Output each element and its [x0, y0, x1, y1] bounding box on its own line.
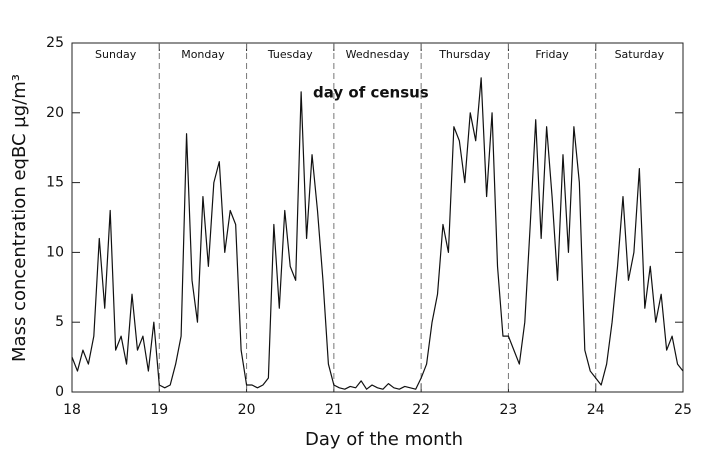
x-tick-label: 20	[238, 402, 256, 418]
day-label: Saturday	[615, 48, 665, 61]
x-tick-label: 25	[674, 402, 692, 418]
x-tick-label: 22	[412, 402, 430, 418]
day-label: Tuesday	[267, 48, 313, 61]
y-tick-label: 10	[46, 244, 64, 260]
day-label: Sunday	[95, 48, 137, 61]
y-tick-label: 0	[55, 384, 64, 400]
day-label: Thursday	[438, 48, 491, 61]
data-line	[71, 77, 684, 390]
y-tick-label: 20	[46, 105, 64, 121]
day-label: Friday	[535, 48, 569, 61]
y-tick-label: 15	[46, 175, 64, 191]
x-tick-label: 19	[150, 402, 168, 418]
y-axis-title: Mass concentration eqBC µg/m³	[9, 74, 30, 362]
day-label: Monday	[181, 48, 225, 61]
plot-frame	[71, 42, 684, 393]
x-tick-label: 24	[587, 402, 605, 418]
y-tick-label: 5	[55, 314, 64, 330]
y-tick-label: 25	[46, 35, 64, 51]
x-axis-title: Day of the month	[305, 429, 463, 450]
day-label: Wednesday	[346, 48, 410, 61]
x-tick-label: 21	[325, 402, 343, 418]
x-tick-label: 23	[500, 402, 518, 418]
annotation: day of census	[313, 84, 429, 102]
x-tick-label: 18	[63, 402, 81, 418]
